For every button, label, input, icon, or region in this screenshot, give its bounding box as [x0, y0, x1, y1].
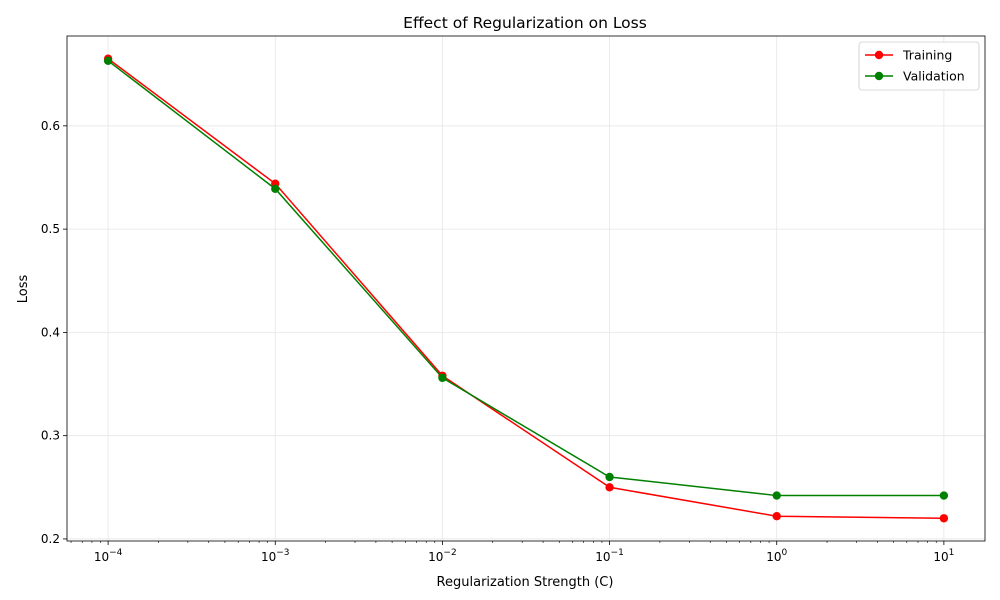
data-point [939, 491, 949, 500]
x-tick-label: 10−1 [595, 548, 624, 564]
legend: Training Validation [858, 41, 980, 91]
x-tick-exponent: 1 [949, 548, 955, 558]
legend-marker [874, 50, 884, 60]
y-axis-label: Loss [16, 275, 31, 304]
legend-item: Validation [865, 69, 965, 84]
x-tick-base: 10 [261, 550, 276, 564]
x-tick-base: 10 [595, 550, 610, 564]
x-tick-label: 10−3 [261, 548, 290, 564]
data-point [271, 184, 280, 194]
x-tick-exponent: 0 [782, 548, 788, 558]
legend-item: Training [865, 48, 952, 63]
plot-frame [66, 35, 986, 542]
x-tick-label: 10−2 [428, 548, 457, 564]
y-tick-label: 0.2 [41, 532, 60, 546]
x-tick-exponent: −1 [611, 548, 624, 558]
series-validation [103, 56, 949, 500]
data-point [605, 483, 614, 492]
data-point [438, 373, 447, 383]
data-point [939, 514, 949, 523]
x-tick-base: 10 [428, 550, 443, 564]
x-tick-label: 10−4 [94, 548, 123, 564]
legend-label: Training [902, 48, 952, 63]
x-tick-base: 10 [766, 550, 781, 564]
axes: 0.20.30.40.50.610−4 10−3 10−2 10−1 100 101 [41, 35, 986, 564]
y-tick-label: 0.6 [41, 119, 60, 133]
data-point [772, 491, 781, 500]
x-axis-label: Regularization Strength (C) [437, 575, 614, 590]
chart-title: Effect of Regularization on Loss [403, 14, 647, 32]
data-point [772, 512, 781, 521]
x-tick-exponent: −3 [276, 548, 289, 558]
x-tick-exponent: −4 [109, 548, 123, 558]
x-tick-exponent: −2 [443, 548, 456, 558]
data-point [605, 472, 614, 482]
y-tick-label: 0.4 [41, 325, 60, 339]
x-tick-label: 101 [933, 548, 954, 564]
grid-lines [67, 36, 985, 541]
y-tick-label: 0.3 [41, 429, 60, 443]
legend-label: Validation [903, 69, 965, 84]
series-group [103, 54, 949, 523]
x-tick-label: 100 [766, 548, 787, 564]
legend-marker [874, 71, 884, 81]
legend-box [858, 41, 980, 91]
series-line [107, 60, 944, 497]
y-tick-label: 0.5 [41, 222, 60, 236]
x-tick-base: 10 [933, 550, 948, 564]
data-point [103, 56, 113, 65]
x-tick-base: 10 [94, 550, 109, 564]
series-line [107, 58, 944, 520]
series-training [103, 54, 949, 523]
